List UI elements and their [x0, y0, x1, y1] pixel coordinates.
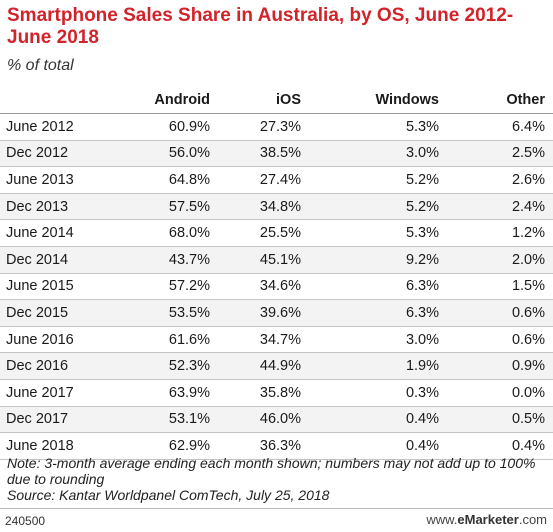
cell-android: 43.7% — [111, 246, 210, 274]
cell-ios: 25.5% — [210, 219, 301, 247]
brand-suffix: .com — [518, 512, 547, 527]
header-cell-windows: Windows — [301, 86, 439, 114]
row-label: June 2018 — [0, 432, 111, 460]
cell-windows: 5.2% — [301, 193, 439, 221]
header-cell-other: Other — [439, 86, 553, 114]
row-label: Dec 2013 — [0, 193, 111, 221]
footer-divider — [0, 508, 553, 509]
cell-other: 6.4% — [439, 113, 553, 141]
table-note: Note: 3-month average ending each month … — [7, 455, 547, 503]
cell-android: 60.9% — [111, 113, 210, 141]
cell-ios: 34.6% — [210, 273, 301, 301]
table-row: Dec 2017 53.1% 46.0% 0.4% 0.5% — [0, 406, 553, 434]
cell-ios: 36.3% — [210, 432, 301, 460]
table-row: June 2016 61.6% 34.7% 3.0% 0.6% — [0, 326, 553, 354]
cell-windows: 0.4% — [301, 432, 439, 460]
cell-other: 1.2% — [439, 219, 553, 247]
table-body: June 2012 60.9% 27.3% 5.3% 6.4% Dec 2012 56.0%… — [0, 113, 553, 460]
row-label: Dec 2015 — [0, 299, 111, 327]
cell-windows: 5.3% — [301, 113, 439, 141]
cell-windows: 6.3% — [301, 273, 439, 301]
row-label: June 2016 — [0, 326, 111, 354]
cell-other: 1.5% — [439, 273, 553, 301]
row-label: Dec 2017 — [0, 406, 111, 434]
cell-ios: 38.5% — [210, 140, 301, 168]
table-row: June 2017 63.9% 35.8% 0.3% 0.0% — [0, 379, 553, 407]
cell-android: 57.5% — [111, 193, 210, 221]
cell-ios: 39.6% — [210, 299, 301, 327]
brand-name: eMarketer — [457, 512, 519, 527]
cell-android: 63.9% — [111, 379, 210, 407]
header-cell-period — [0, 86, 111, 114]
table-row: June 2013 64.8% 27.4% 5.2% 2.6% — [0, 166, 553, 194]
brand-prefix: www. — [426, 512, 458, 527]
cell-ios: 27.4% — [210, 166, 301, 194]
cell-windows: 0.3% — [301, 379, 439, 407]
cell-android: 62.9% — [111, 432, 210, 460]
cell-other: 0.4% — [439, 432, 553, 460]
cell-ios: 34.7% — [210, 326, 301, 354]
cell-ios: 35.8% — [210, 379, 301, 407]
table-row: Dec 2012 56.0% 38.5% 3.0% 2.5% — [0, 140, 553, 168]
table-row: June 2014 68.0% 25.5% 5.3% 1.2% — [0, 219, 553, 247]
table-row: Dec 2014 43.7% 45.1% 9.2% 2.0% — [0, 246, 553, 274]
header-cell-ios: iOS — [210, 86, 301, 114]
cell-windows: 5.2% — [301, 166, 439, 194]
cell-android: 56.0% — [111, 140, 210, 168]
cell-windows: 3.0% — [301, 326, 439, 354]
cell-android: 53.5% — [111, 299, 210, 327]
cell-android: 61.6% — [111, 326, 210, 354]
cell-other: 2.4% — [439, 193, 553, 221]
cell-other: 0.6% — [439, 299, 553, 327]
cell-other: 0.9% — [439, 352, 553, 380]
cell-android: 68.0% — [111, 219, 210, 247]
table-row: June 2012 60.9% 27.3% 5.3% 6.4% — [0, 113, 553, 141]
cell-other: 0.0% — [439, 379, 553, 407]
table-row: Dec 2016 52.3% 44.9% 1.9% 0.9% — [0, 352, 553, 380]
row-label: June 2014 — [0, 219, 111, 247]
row-label: June 2015 — [0, 273, 111, 301]
cell-other: 2.6% — [439, 166, 553, 194]
row-label: June 2017 — [0, 379, 111, 407]
cell-other: 0.5% — [439, 406, 553, 434]
cell-windows: 3.0% — [301, 140, 439, 168]
cell-android: 52.3% — [111, 352, 210, 380]
cell-android: 57.2% — [111, 273, 210, 301]
cell-ios: 34.8% — [210, 193, 301, 221]
brand-logo[interactable]: www.eMarketer.com — [426, 512, 547, 527]
row-label: Dec 2016 — [0, 352, 111, 380]
chart-subtitle: % of total — [7, 57, 74, 74]
cell-other: 2.0% — [439, 246, 553, 274]
row-label: June 2012 — [0, 113, 111, 141]
source-text: Source: Kantar Worldpanel ComTech, July … — [7, 487, 330, 503]
table-header-row: Android iOS Windows Other — [0, 86, 553, 114]
cell-android: 53.1% — [111, 406, 210, 434]
row-label: June 2013 — [0, 166, 111, 194]
cell-windows: 0.4% — [301, 406, 439, 434]
cell-windows: 6.3% — [301, 299, 439, 327]
header-cell-android: Android — [111, 86, 210, 114]
cell-windows: 5.3% — [301, 219, 439, 247]
note-text: Note: 3-month average ending each month … — [7, 455, 536, 487]
row-label: Dec 2012 — [0, 140, 111, 168]
cell-windows: 1.9% — [301, 352, 439, 380]
cell-ios: 44.9% — [210, 352, 301, 380]
table-row: Dec 2015 53.5% 39.6% 6.3% 0.6% — [0, 299, 553, 327]
table-row: June 2015 57.2% 34.6% 6.3% 1.5% — [0, 273, 553, 301]
chart-title: Smartphone Sales Share in Australia, by … — [7, 5, 514, 48]
cell-android: 64.8% — [111, 166, 210, 194]
row-label: Dec 2014 — [0, 246, 111, 274]
table-row: June 2018 62.9% 36.3% 0.4% 0.4% — [0, 432, 553, 460]
data-table: Android iOS Windows Other June 2012 60.9% 27.… — [0, 86, 553, 460]
cell-other: 2.5% — [439, 140, 553, 168]
cell-ios: 45.1% — [210, 246, 301, 274]
cell-ios: 46.0% — [210, 406, 301, 434]
cell-other: 0.6% — [439, 326, 553, 354]
cell-windows: 9.2% — [301, 246, 439, 274]
table-row: Dec 2013 57.5% 34.8% 5.2% 2.4% — [0, 193, 553, 221]
chart-id: 240500 — [5, 514, 46, 528]
cell-ios: 27.3% — [210, 113, 301, 141]
